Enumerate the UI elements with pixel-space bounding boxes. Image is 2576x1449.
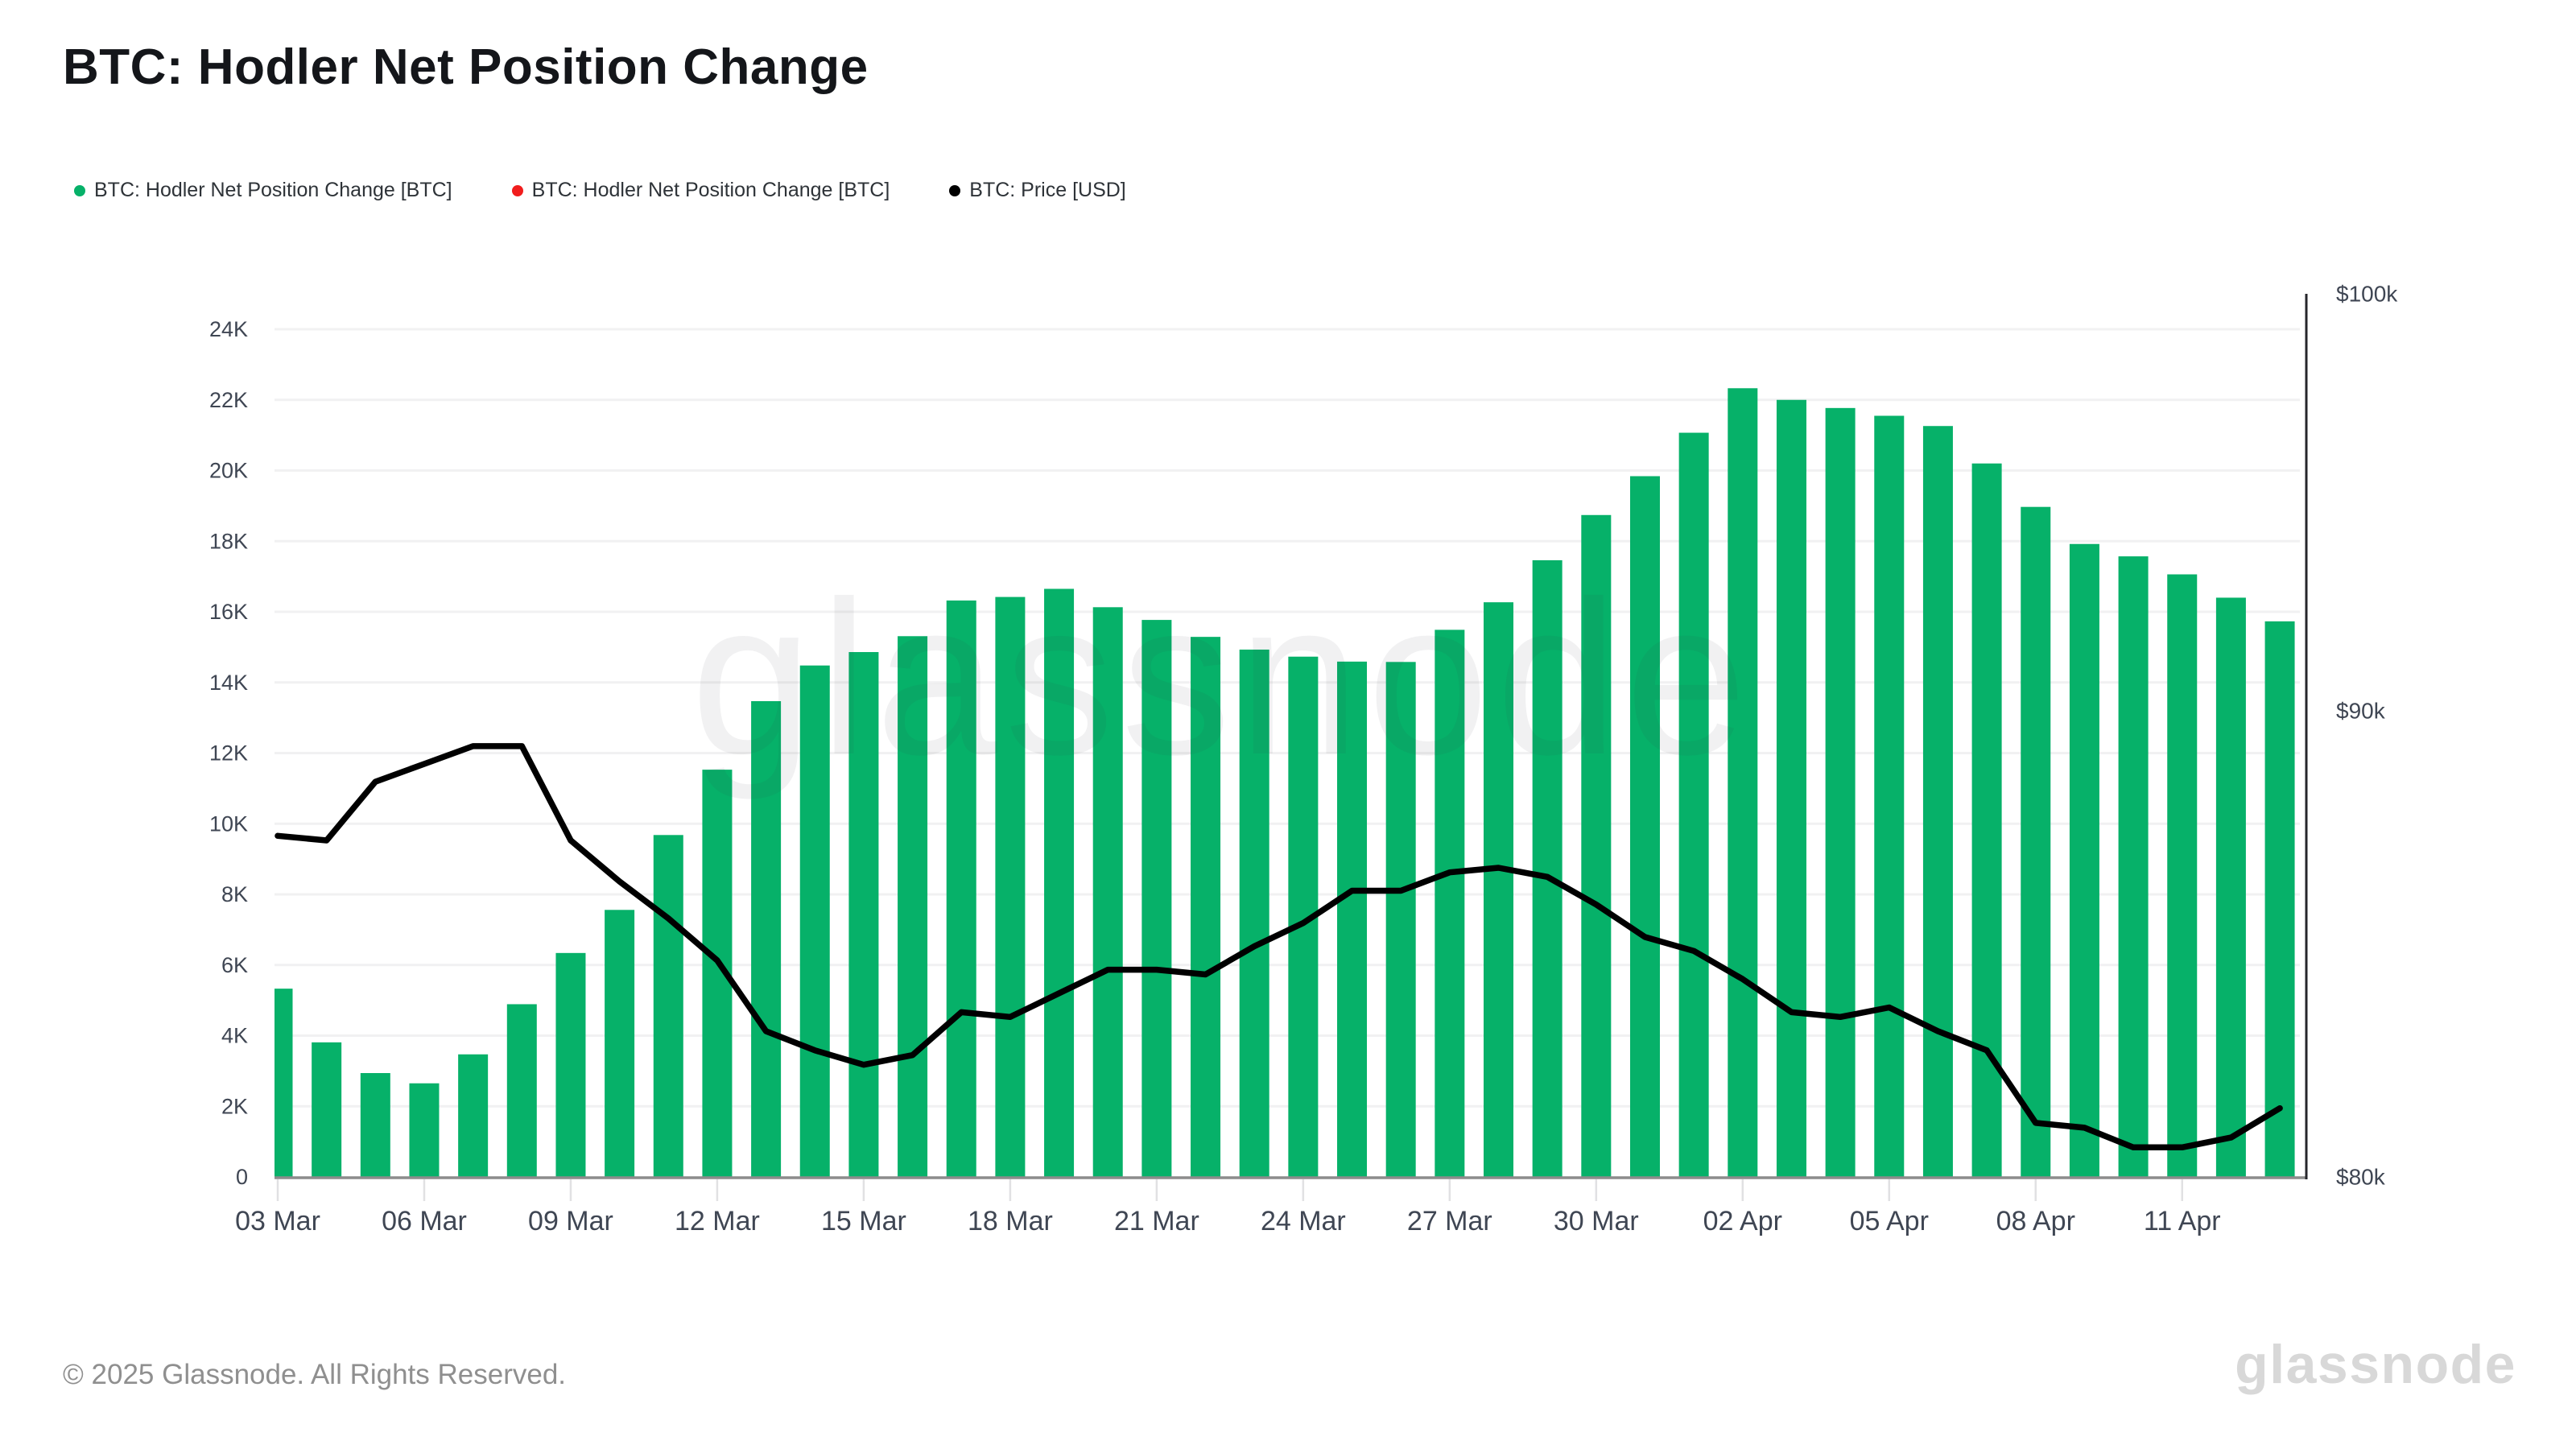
x-axis-tick-label: 09 Mar [528,1206,613,1236]
bar[interactable] [1874,415,1905,1177]
left-axis-tick-label: 4K [221,1024,248,1048]
bar[interactable] [312,1042,342,1177]
left-axis-tick-label: 16K [209,600,248,624]
bar[interactable] [2215,597,2246,1177]
bar[interactable] [1922,426,1953,1177]
legend-item-label: BTC: Price [USD] [969,179,1126,201]
left-axis-tick-label: 10K [209,811,248,836]
legend-dot-icon [511,184,523,196]
bar[interactable] [1044,588,1075,1177]
right-axis-tick-label: $90k [2336,698,2386,723]
legend-dot-icon [74,184,85,196]
page-title: BTC: Hodler Net Position Change [63,39,869,95]
left-axis-tick-label: 22K [209,388,248,412]
bar[interactable] [653,835,683,1177]
bar[interactable] [799,665,830,1177]
legend: BTC: Hodler Net Position Change [BTC] BTC… [74,179,1126,202]
bar[interactable] [2264,621,2295,1177]
bar[interactable] [1092,607,1123,1177]
legend-item-2[interactable]: BTC: Price [USD] [949,179,1126,202]
bar[interactable] [1191,637,1221,1177]
bar[interactable] [1776,399,1806,1177]
bar[interactable] [1239,649,1269,1177]
x-axis-tick-label: 05 Apr [1850,1206,1929,1236]
left-axis-tick-label: 20K [209,459,248,483]
legend-item-label: BTC: Hodler Net Position Change [BTC] [531,179,890,201]
bar[interactable] [1581,514,1612,1177]
left-axis-tick-label: 18K [209,529,248,553]
bar[interactable] [1678,432,1709,1177]
glassnode-logo: glassnode [2235,1334,2516,1395]
x-axis-tick-label: 12 Mar [675,1206,760,1236]
bar[interactable] [946,600,976,1177]
left-axis-tick-label: 8K [221,882,248,906]
bar[interactable] [1435,630,1465,1177]
bar[interactable] [1629,476,1660,1177]
x-axis-tick-label: 11 Apr [2144,1206,2221,1236]
bar[interactable] [1385,662,1416,1177]
bar[interactable] [1532,559,1563,1177]
bar[interactable] [458,1054,489,1177]
bar[interactable] [1337,661,1368,1177]
bar[interactable] [1141,620,1172,1177]
bar[interactable] [995,597,1026,1177]
right-axis-tick-label: $80k [2336,1165,2386,1190]
x-axis-tick-label: 24 Mar [1261,1206,1346,1236]
bar[interactable] [1484,602,1513,1177]
left-axis-tick-label: 24K [209,317,248,341]
x-axis-tick-label: 21 Mar [1114,1206,1199,1236]
bar[interactable] [2167,574,2198,1177]
bar[interactable] [2069,543,2099,1177]
legend-item-1[interactable]: BTC: Hodler Net Position Change [BTC] [511,179,890,202]
left-axis-tick-label: 6K [221,953,248,977]
bar[interactable] [2118,556,2149,1177]
bar[interactable] [898,636,928,1177]
x-axis-tick-label: 08 Apr [1996,1206,2075,1236]
legend-item-label: BTC: Hodler Net Position Change [BTC] [94,179,452,201]
bar[interactable] [555,952,586,1177]
bar[interactable] [263,989,293,1177]
bar[interactable] [1971,463,2002,1177]
x-axis-tick-label: 03 Mar [235,1206,320,1236]
x-axis-tick-label: 15 Mar [821,1206,906,1236]
bar[interactable] [751,701,782,1177]
bar[interactable] [605,910,635,1177]
x-axis-tick-label: 18 Mar [968,1206,1053,1236]
bar[interactable] [2021,506,2051,1177]
left-axis-tick-label: 0 [236,1165,248,1189]
left-axis-tick-label: 14K [209,671,248,695]
x-axis-tick-label: 30 Mar [1554,1206,1639,1236]
bar[interactable] [1728,388,1758,1177]
right-axis-tick-label: $100k [2336,282,2398,307]
left-axis-tick-label: 2K [221,1094,248,1118]
copyright-text: © 2025 Glassnode. All Rights Reserved. [63,1359,567,1390]
bar[interactable] [848,652,879,1177]
bar[interactable] [409,1083,440,1177]
legend-item-0[interactable]: BTC: Hodler Net Position Change [BTC] [74,179,452,202]
bar[interactable] [506,1004,537,1177]
left-axis-tick-label: 12K [209,741,248,766]
legend-dot-icon [949,184,961,196]
price-line [275,743,2283,1151]
x-axis-tick-label: 27 Mar [1407,1206,1492,1236]
bar[interactable] [1825,407,1856,1177]
x-axis-tick-label: 02 Apr [1703,1206,1782,1236]
bar[interactable] [360,1073,390,1177]
x-axis-tick-label: 06 Mar [382,1206,467,1236]
